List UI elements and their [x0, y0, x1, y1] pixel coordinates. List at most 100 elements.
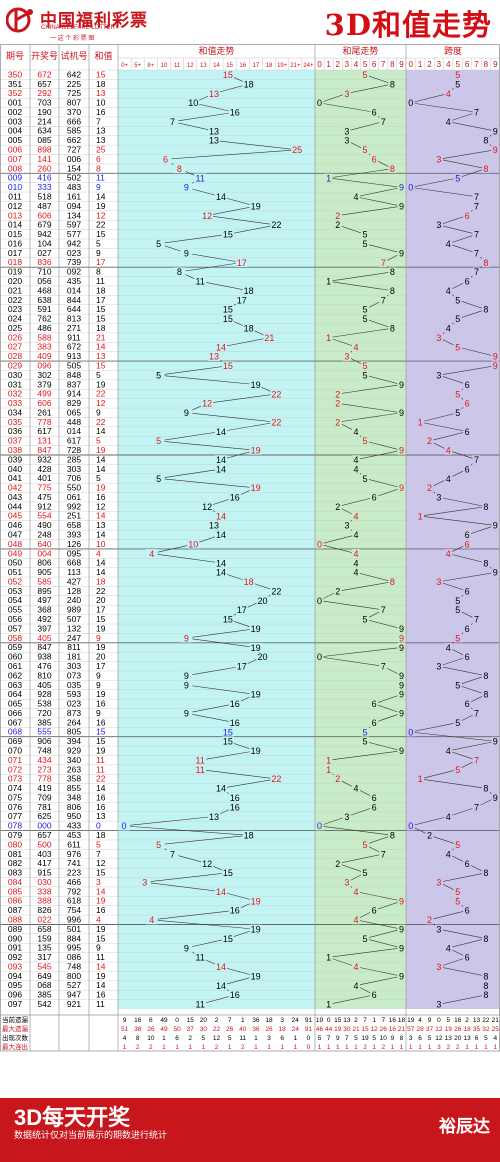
sum-marker-bg [180, 408, 193, 418]
tail-marker-bg [397, 680, 406, 690]
draw-cell: 499 [37, 389, 51, 399]
stats-span-value: 6 [475, 1035, 479, 1042]
sum-cell: 14 [96, 464, 106, 474]
stats-tail-value: 1 [318, 1044, 322, 1051]
stats-sum-value: 22 [213, 1026, 221, 1033]
sum-cell: 18 [96, 285, 106, 295]
stats-sum-value: 50 [173, 1026, 181, 1033]
draw-cell: 538 [37, 699, 51, 709]
tail-marker: 5 [363, 314, 368, 324]
tail-marker: 3 [344, 136, 349, 146]
sum-trend-line [123, 74, 298, 1005]
stats-sum-value: 49 [160, 1017, 168, 1024]
test-cell: 739 [67, 257, 81, 267]
test-cell: 792 [67, 886, 81, 896]
span-marker: 9 [493, 521, 498, 531]
stats-sum-value: 2 [149, 1044, 153, 1051]
sum-marker-bg [180, 248, 193, 258]
tail-marker: 7 [381, 605, 386, 615]
tail-marker: 3 [344, 521, 349, 531]
sum-cell: 16 [96, 792, 106, 802]
sum-marker-bg [249, 483, 262, 493]
tail-marker-bg [397, 380, 406, 390]
stats-tail-value: 19 [334, 1026, 342, 1033]
span-marker: 7 [474, 230, 479, 240]
stats-sum-value: 11 [239, 1035, 246, 1042]
sum-marker-bg [249, 201, 262, 211]
stats-tail-value: 16 [389, 1026, 397, 1033]
stats-span-value: 5 [446, 1017, 450, 1024]
span-marker: 4 [446, 324, 451, 334]
tail-marker: 4 [353, 464, 358, 474]
tail-marker: 4 [353, 549, 358, 559]
sum-marker: 20 [258, 652, 268, 662]
sum-marker: 16 [230, 493, 240, 503]
stats-span-value: 6 [418, 1035, 422, 1042]
sum-marker-bg [228, 718, 241, 728]
stats-tail-value: 44 [325, 1026, 333, 1033]
span-marker: 6 [465, 277, 470, 287]
test-cell: 728 [67, 445, 81, 455]
tail-marker-bg [351, 464, 360, 474]
brand-english: CHINA WELFARE LOTTERY [41, 25, 119, 31]
sum-cell: 5 [96, 370, 101, 380]
span-marker: 5 [455, 314, 460, 324]
tail-marker-bg [370, 990, 379, 1000]
tail-marker-bg [324, 333, 333, 343]
draw-cell: 625 [37, 811, 51, 821]
draw-cell: 379 [37, 379, 51, 389]
draw-cell: 004 [37, 548, 51, 558]
draw-cell: 898 [37, 145, 51, 155]
sum-marker-bg [242, 286, 255, 296]
span-marker-bg [481, 257, 490, 267]
span-marker-bg [491, 567, 500, 577]
stats-span-value: 2 [465, 1017, 469, 1024]
sum-marker-bg [180, 680, 193, 690]
test-cell: 947 [67, 990, 81, 1000]
span-marker-bg [453, 718, 462, 728]
span-marker: 8 [483, 971, 488, 981]
stats-sum-value: 16 [134, 1017, 142, 1024]
sum-cell: 11 [96, 952, 105, 962]
span-marker-bg [434, 154, 443, 164]
tail-marker-bg [351, 887, 360, 897]
draw-cell: 056 [37, 276, 51, 286]
tail-marker: 6 [372, 718, 377, 728]
span-marker-bg [444, 286, 453, 296]
span-marker: 7 [474, 615, 479, 625]
tail-marker-bg [342, 126, 351, 136]
test-cell: 873 [67, 708, 81, 718]
span-marker: 8 [483, 671, 488, 681]
span-marker-bg [491, 145, 500, 155]
tail-marker-bg [379, 117, 388, 127]
span-marker: 8 [483, 164, 488, 174]
sum-marker: 19 [251, 446, 261, 456]
span-marker-bg [425, 483, 434, 493]
stats-span-value: 4 [418, 1017, 422, 1024]
sum-cell: 18 [96, 79, 106, 89]
span-marker: 9 [493, 793, 498, 803]
tail-marker-bg [351, 427, 360, 437]
span-marker: 3 [436, 878, 441, 888]
span-digit-label: 6 [465, 60, 470, 69]
span-marker: 5 [455, 680, 460, 690]
sum-marker: 13 [209, 812, 219, 822]
test-cell: 996 [67, 915, 81, 925]
issue-cell: 031 [8, 379, 22, 389]
span-marker: 6 [465, 539, 470, 549]
tail-marker-bg [351, 915, 360, 925]
sum-marker-bg [208, 520, 221, 530]
test-cell: 370 [67, 107, 81, 117]
draw-cell: 912 [37, 501, 51, 511]
sum-marker: 15 [223, 727, 233, 737]
test-cell: 741 [67, 858, 81, 868]
sum-marker: 11 [196, 765, 205, 775]
draw-cell: 606 [37, 398, 51, 408]
stats-tail-value: 30 [343, 1026, 351, 1033]
header-sum: 和值 [94, 50, 112, 61]
test-cell: 837 [67, 379, 81, 389]
span-marker: 4 [446, 849, 451, 859]
test-cell: 181 [67, 652, 81, 662]
tail-marker: 2 [335, 859, 340, 869]
issue-cell: 092 [8, 952, 22, 962]
